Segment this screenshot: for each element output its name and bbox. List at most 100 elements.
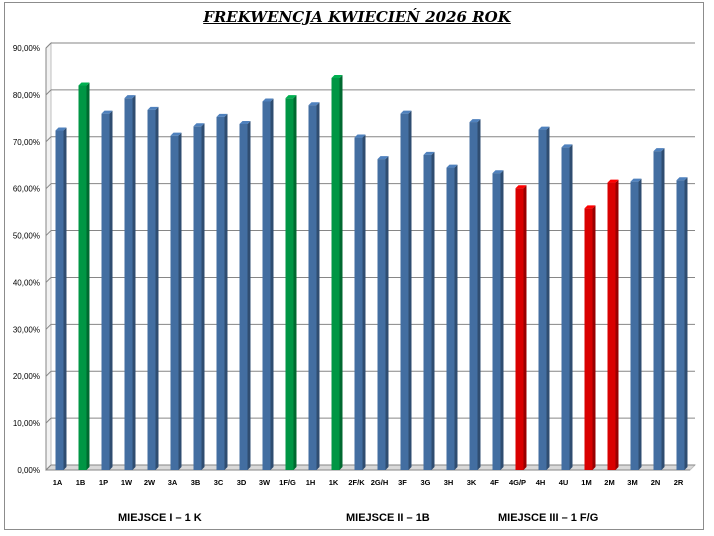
bar-4U (561, 147, 570, 470)
bar-4F (492, 173, 501, 470)
y-tick-label: 20,00% (13, 372, 40, 381)
bar-side-1B (86, 82, 90, 470)
bar-3M (630, 181, 639, 470)
x-tick-label: 4U (559, 478, 569, 487)
x-tick-label: 2M (604, 478, 614, 487)
bar-top-3K (469, 119, 481, 123)
x-tick-label: 1M (581, 478, 591, 487)
y-tick-label: 0,00% (17, 466, 40, 475)
bar-top-1F/G (285, 95, 297, 99)
bar-side-3M (638, 178, 642, 470)
bar-side-2F/K (362, 134, 366, 470)
x-tick-label: 4G/P (509, 478, 526, 487)
bar-top-1H (308, 102, 320, 106)
bar-top-4H (538, 126, 550, 130)
x-tick-label: 3H (444, 478, 454, 487)
gridline-side (45, 136, 52, 143)
bar-side-2W (155, 106, 159, 470)
x-tick-label: 1W (121, 478, 133, 487)
x-tick-label: 2N (651, 478, 661, 487)
y-tick-label: 50,00% (13, 232, 40, 241)
bar-top-4F (492, 170, 504, 174)
x-tick-label: 3W (259, 478, 271, 487)
x-tick-label: 4F (490, 478, 499, 487)
bar-side-1F/G (293, 95, 297, 470)
bar-side-3B (201, 123, 205, 470)
gridline-side (45, 89, 52, 96)
bar-3D (239, 123, 248, 471)
bar-1H (308, 105, 317, 471)
bar-2W (147, 109, 156, 470)
y-tick-label: 80,00% (13, 91, 40, 100)
caption-second-place: MIEJSCE II – 1B (346, 512, 430, 524)
x-tick-label: 4H (536, 478, 546, 487)
bar-2F/K (354, 137, 363, 470)
bar-top-1W (124, 95, 136, 99)
x-tick-label: 2R (674, 478, 684, 487)
y-tick-label: 70,00% (13, 138, 40, 147)
side-wall (45, 41, 52, 472)
bar-side-3H (454, 164, 458, 471)
bar-top-4G/P (515, 185, 527, 189)
bar-2G/H (377, 159, 386, 471)
bar-side-4F (500, 170, 504, 470)
bar-top-2W (147, 106, 159, 110)
bar-top-1B (78, 82, 90, 86)
bar-3G (423, 154, 432, 470)
y-tick-label: 10,00% (13, 419, 40, 428)
bar-top-1P (101, 110, 113, 114)
y-tick-label: 40,00% (13, 278, 40, 287)
bar-side-1H (316, 102, 320, 471)
bar-top-3G (423, 151, 435, 155)
bar-1W (124, 98, 133, 470)
bar-3H (446, 167, 455, 471)
x-tick-label: 1P (99, 478, 108, 487)
x-tick-label: 3K (467, 478, 477, 487)
bar-side-2G/H (385, 156, 389, 471)
bar-side-3K (477, 119, 481, 470)
bar-top-1A (55, 127, 67, 131)
bar-side-4U (569, 144, 573, 470)
x-tick-label: 2F/K (348, 478, 365, 487)
bar-side-2M (615, 179, 619, 470)
bar-side-2R (684, 177, 688, 470)
caption-first-place: MIEJSCE I – 1 K (118, 512, 202, 524)
bar-top-3H (446, 164, 458, 168)
bar-top-3F (400, 110, 412, 114)
bar-side-1W (132, 95, 136, 470)
x-tick-label: 3A (168, 478, 178, 487)
bar-top-3C (216, 113, 228, 117)
bar-top-3B (193, 123, 205, 127)
bar-top-2N (653, 148, 665, 152)
x-tick-label: 1K (329, 478, 339, 487)
bar-side-3F (408, 110, 412, 471)
bar-top-2M (607, 179, 619, 183)
bar-2N (653, 151, 662, 470)
x-tick-label: 1F/G (279, 478, 296, 487)
x-tick-label: 1B (76, 478, 86, 487)
bar-2R (676, 180, 685, 470)
bar-side-1M (592, 205, 596, 471)
x-tick-label: 3G (420, 478, 430, 487)
bar-top-1M (584, 205, 596, 209)
gridline-side (45, 42, 52, 49)
bar-top-4U (561, 144, 573, 148)
bar-1B (78, 85, 87, 470)
x-tick-label: 3F (398, 478, 407, 487)
bar-1F/G (285, 98, 294, 470)
y-tick-label: 90,00% (13, 44, 40, 53)
bar-side-1P (109, 110, 113, 471)
bar-side-1A (63, 127, 67, 470)
caption-third-place: MIEJSCE III – 1 F/G (498, 512, 599, 524)
bar-side-4H (546, 126, 550, 470)
bar-3F (400, 113, 409, 471)
gridline-side (45, 183, 52, 190)
gridline-side (45, 370, 52, 377)
bar-side-3A (178, 132, 182, 470)
bar-top-3D (239, 120, 251, 124)
bar-top-1K (331, 75, 343, 79)
bar-1M (584, 208, 593, 471)
bar-chart: 0,00% 10,00% 20,00% 30,00% 40,00% 50,00% 60,00… (13, 41, 697, 487)
x-tick-label: 1H (306, 478, 316, 487)
x-tick-label: 3D (237, 478, 247, 487)
